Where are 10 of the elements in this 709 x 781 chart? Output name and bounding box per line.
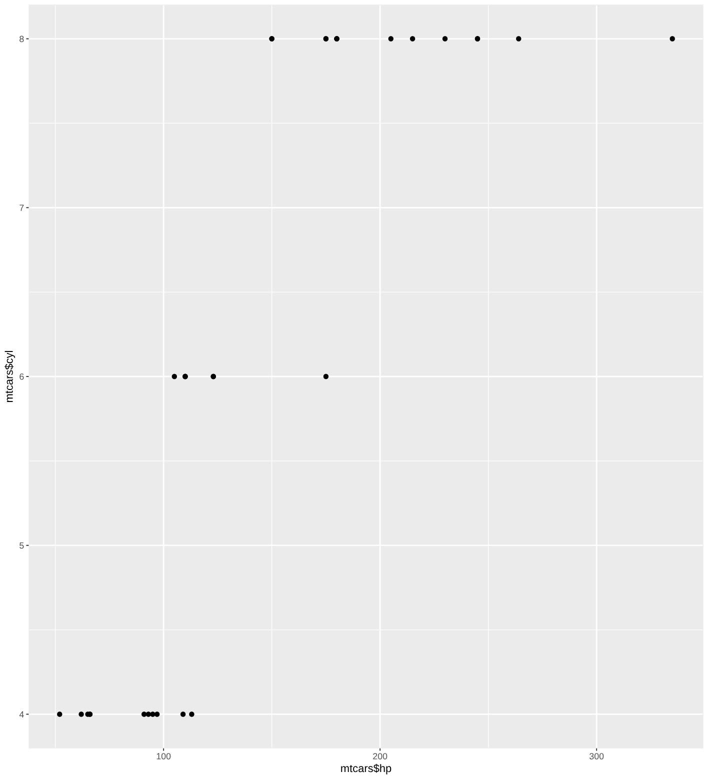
y-tick-label: 5	[20, 542, 24, 549]
x-tick-label: 100	[156, 753, 171, 760]
x-tick-label: 200	[373, 753, 388, 760]
x-axis-title: mtcars$hp	[341, 764, 392, 774]
y-tick-label: 6	[20, 374, 24, 380]
y-tick-label: 8	[20, 36, 24, 42]
y-tick-label: 7	[20, 204, 24, 211]
y-axis-title: mtcars$cyl	[4, 351, 16, 402]
x-tick-label: 300	[590, 753, 604, 760]
y-tick-label: 4	[19, 711, 24, 718]
